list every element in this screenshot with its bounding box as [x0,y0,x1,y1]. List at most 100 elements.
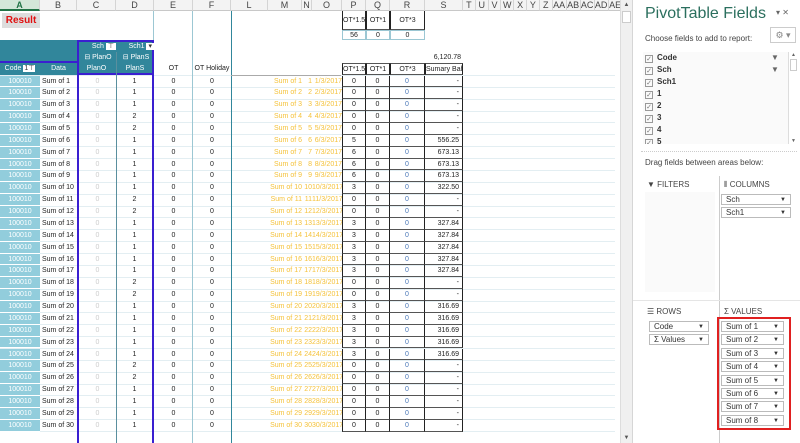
ot-q-value[interactable]: 0 [366,395,390,408]
checkbox-checked-icon[interactable]: ✓ [645,103,653,111]
summary-baht-value[interactable]: 316.69 [425,312,463,325]
scroll-thumb[interactable] [622,11,631,23]
ot-q-value[interactable]: 0 [366,372,390,385]
plan-s-value[interactable]: 1 [132,77,137,85]
column-header-aa[interactable]: AA [552,0,567,11]
column-header-c[interactable]: C [77,0,116,11]
ot-value[interactable]: 0 [171,160,176,168]
ot-value[interactable]: 0 [171,219,176,227]
ot-r-value[interactable]: 0 [390,384,425,396]
code-cell[interactable]: 100010 [0,277,40,290]
ot-value[interactable]: 0 [171,386,176,394]
ot-r-value[interactable]: 0 [390,111,425,123]
ot-q-value[interactable]: 0 [366,241,390,254]
sch1-dropdown-button[interactable]: Sch1 ▾ [118,41,154,52]
ot-p-value[interactable]: 3 [342,312,366,325]
ot-q-value[interactable]: 0 [366,134,390,147]
summary-baht-value[interactable]: - [425,372,463,385]
ot-q-value[interactable]: 0 [366,277,390,290]
ot-r-value[interactable]: 0 [390,324,425,337]
code-cell[interactable]: 100010 [0,372,40,385]
plan-o-value[interactable]: 0 [95,386,100,394]
ot-p-value[interactable]: 3 [342,265,366,278]
ot-q-value[interactable]: 0 [366,206,390,218]
ot-holiday-value[interactable]: 0 [210,421,214,429]
ot-p-value[interactable]: 0 [342,289,366,302]
ot-r-value[interactable]: 0 [390,182,425,195]
plan-s-value[interactable]: 1 [132,231,137,239]
code-cell[interactable]: 100010 [0,134,40,147]
ot-value[interactable]: 0 [171,374,176,382]
summary-baht-value[interactable]: 316.69 [425,324,463,337]
code-cell[interactable]: 100010 [0,265,40,278]
code-cell[interactable]: 100010 [0,289,40,302]
ot-holiday-value[interactable]: 0 [210,386,214,394]
summary-baht-value[interactable]: 673.13 [425,170,463,183]
ot-holiday-value[interactable]: 0 [210,101,214,109]
plan-o-value[interactable]: 0 [95,136,100,144]
summary-baht-value[interactable]: 327.84 [425,217,463,230]
summary-baht-value[interactable]: - [425,111,463,123]
plan-s-value[interactable]: 1 [132,255,137,263]
column-header-n[interactable]: N [302,0,312,11]
plan-s-value[interactable]: 2 [132,196,137,204]
ot-r-value[interactable]: 0 [390,289,425,302]
ot-r-value[interactable]: 0 [390,301,425,313]
ot-value[interactable]: 0 [171,397,176,405]
ot-holiday-value[interactable]: 0 [210,326,214,334]
plan-s-value[interactable]: 1 [132,184,137,192]
ot-r-value[interactable]: 0 [390,158,425,171]
ot-value[interactable]: 0 [171,350,176,358]
plan-o-value[interactable]: 0 [95,267,100,275]
ot-value[interactable]: 0 [171,148,176,156]
ot-p-value[interactable]: 0 [342,194,366,207]
column-header-q[interactable]: Q [366,0,390,11]
values-field-3[interactable]: Sum of 4 ▼ [721,361,784,373]
column-header-l[interactable]: L [231,0,268,11]
columns-field-0[interactable]: Sch ▼ [721,194,791,205]
column-header-ab[interactable]: AB [566,0,581,11]
field-sch1[interactable]: ✓ Sch1 [645,77,677,87]
plan-s-value[interactable]: 2 [132,208,137,216]
ot-value[interactable]: 0 [171,255,176,263]
plan-o-value[interactable]: 0 [95,362,100,370]
ot-holiday-value[interactable]: 0 [210,267,214,275]
plan-s-value[interactable]: 2 [132,362,137,370]
code-cell[interactable]: 100010 [0,182,40,195]
summary-baht-value[interactable]: 327.84 [425,229,463,242]
summary-baht-value[interactable]: - [425,407,463,420]
code-cell[interactable]: 100010 [0,348,40,361]
ot-r-value[interactable]: 0 [390,336,425,349]
ot-value[interactable]: 0 [171,291,176,299]
ot-value[interactable]: 0 [171,421,176,429]
ot-value[interactable]: 0 [171,279,176,287]
ot-q-value[interactable]: 0 [366,253,390,266]
summary-baht-value[interactable]: - [425,384,463,396]
summary-baht-value[interactable]: 316.69 [425,301,463,313]
ot-q-value[interactable]: 0 [366,87,390,100]
code-cell[interactable]: 100010 [0,253,40,266]
plan-s-value[interactable]: 1 [132,219,137,227]
ot-p-value[interactable]: 6 [342,146,366,159]
column-header-d[interactable]: D [116,0,154,11]
summary-baht-value[interactable]: 322.50 [425,182,463,195]
plan-o-collapse[interactable]: ⊟ PlanO [84,54,112,61]
code-cell[interactable]: 100010 [0,206,40,218]
summary-baht-value[interactable]: - [425,419,463,432]
ot-q-value[interactable]: 0 [366,407,390,420]
ot-p-value[interactable]: 3 [342,348,366,361]
ot-p-value[interactable]: 0 [342,99,366,112]
ot-holiday-value[interactable]: 0 [210,184,214,192]
ot-r-value[interactable]: 0 [390,253,425,266]
ot-value[interactable]: 0 [171,172,176,180]
plan-o-value[interactable]: 0 [95,160,100,168]
column-header-ac[interactable]: AC [580,0,595,11]
code-cell[interactable]: 100010 [0,301,40,313]
sch-filter-button[interactable]: Sch ⊤ [80,41,116,52]
summary-baht-value[interactable]: - [425,194,463,207]
plan-s-value[interactable]: 1 [132,243,137,251]
ot-value[interactable]: 0 [171,303,176,311]
column-header-z[interactable]: Z [539,0,553,11]
field-3[interactable]: ✓ 3 [645,113,662,123]
plan-s-value[interactable]: 1 [132,136,137,144]
